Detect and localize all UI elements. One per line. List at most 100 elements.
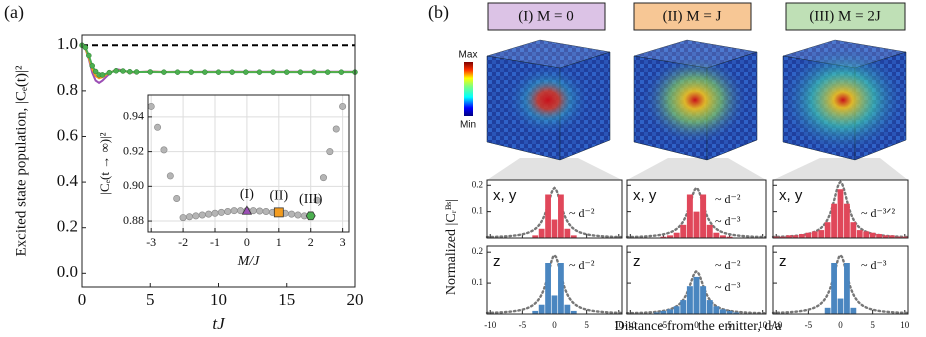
plot-frame [147,94,350,233]
x-tick-label: 0 [694,320,699,330]
bar [824,307,831,314]
bar [680,300,687,314]
y-tick-label: 0.1 [472,277,483,287]
x-tick-label: 2 [308,235,314,249]
series-point [127,68,133,75]
fit-annotation: ~ d⁻² [715,192,741,206]
bar [700,194,707,238]
highlight-label: (II) [269,189,288,204]
scatter-point [154,123,162,131]
fit-annotation: ~ d⁻² [569,258,595,272]
scatter-point [205,210,213,218]
field-glow [780,46,906,154]
x-tick-label: -10 [624,320,636,330]
bar [558,194,564,238]
colorbar-label: Min [460,120,476,131]
y-tick-label: 0.2 [472,179,483,189]
series-point [324,69,331,75]
plot-label: x, y [493,187,517,204]
case-title: (I) M = 0 [518,8,574,24]
bar [799,234,805,238]
highlight-marker [241,205,253,215]
x-tick-label: -3 [146,235,156,249]
bar [673,306,680,314]
envelope-curve [625,186,767,239]
bar [837,298,844,314]
bar [719,309,726,314]
bar [706,300,713,314]
bar [786,235,792,238]
field-glow [506,64,590,136]
highlight-label: (III) [299,192,323,207]
plot-label: x, y [633,187,657,204]
x-tick-label: 0 [78,290,87,309]
bar [713,306,720,314]
bar [686,286,693,314]
bar [545,194,551,238]
x-tick-label: -5 [805,320,813,330]
zoom-fan [627,158,766,180]
series-point [338,69,345,75]
bar [653,312,660,314]
x-tick-label: 0 [838,320,843,330]
bar [876,234,882,238]
envelope-curve [485,253,624,315]
y-tick-label: 0.2 [57,217,78,236]
series-point [297,69,304,75]
fit-annotation: ~ d⁻² [715,258,741,272]
series-point [202,69,208,75]
plot-label: z [633,253,641,270]
case-title: (II) M = J [663,8,722,24]
series-point [82,44,89,51]
bar [792,235,799,238]
scatter-point [185,213,193,221]
scatter-point [294,211,302,219]
bar [882,235,889,238]
x-tick-label: 10 [614,320,624,330]
series-point [86,52,92,59]
scatter-point [224,208,232,216]
y-tick-label: 0.90 [123,178,144,192]
scatter-point [179,214,187,222]
plot-frame [772,179,909,239]
x-axis-label: M/J [237,254,261,269]
scatter-point [198,211,206,219]
scatter-point [211,209,219,217]
colorbar [464,62,473,116]
bar [733,312,740,314]
bar [538,228,545,238]
bar [673,232,680,238]
scatter-point [319,174,327,182]
series-point [174,69,181,75]
x-tick-label: 0 [244,235,250,249]
x-tick-label: -1 [210,235,220,249]
x-tick-label: 20 [347,290,364,309]
scatter-point [326,148,334,156]
plot-label: z [779,253,787,270]
case-box [633,2,752,31]
fans [487,158,908,180]
scatter-point [288,210,296,218]
cubes [486,39,907,161]
series-point [106,69,113,76]
bar [570,235,577,238]
bar [700,286,707,314]
x-tick-label: 5 [146,290,155,309]
case-box [487,2,606,31]
scatter-point [332,125,340,133]
envelope-curve [485,186,624,239]
plot-frame [486,179,623,239]
fit-annotation: ~ d⁻² [569,206,595,220]
scatter-point [256,207,264,215]
bar [564,304,571,314]
bar [545,263,551,314]
bar [660,310,667,314]
x-axis-label: tJ [212,314,226,333]
fit-annotation: ~ d⁻³ [715,280,741,294]
bar [856,230,863,238]
bar [844,263,850,314]
bar [564,228,571,238]
envelope-curve [771,253,910,315]
bar [693,211,700,238]
scatter-point [147,102,155,110]
